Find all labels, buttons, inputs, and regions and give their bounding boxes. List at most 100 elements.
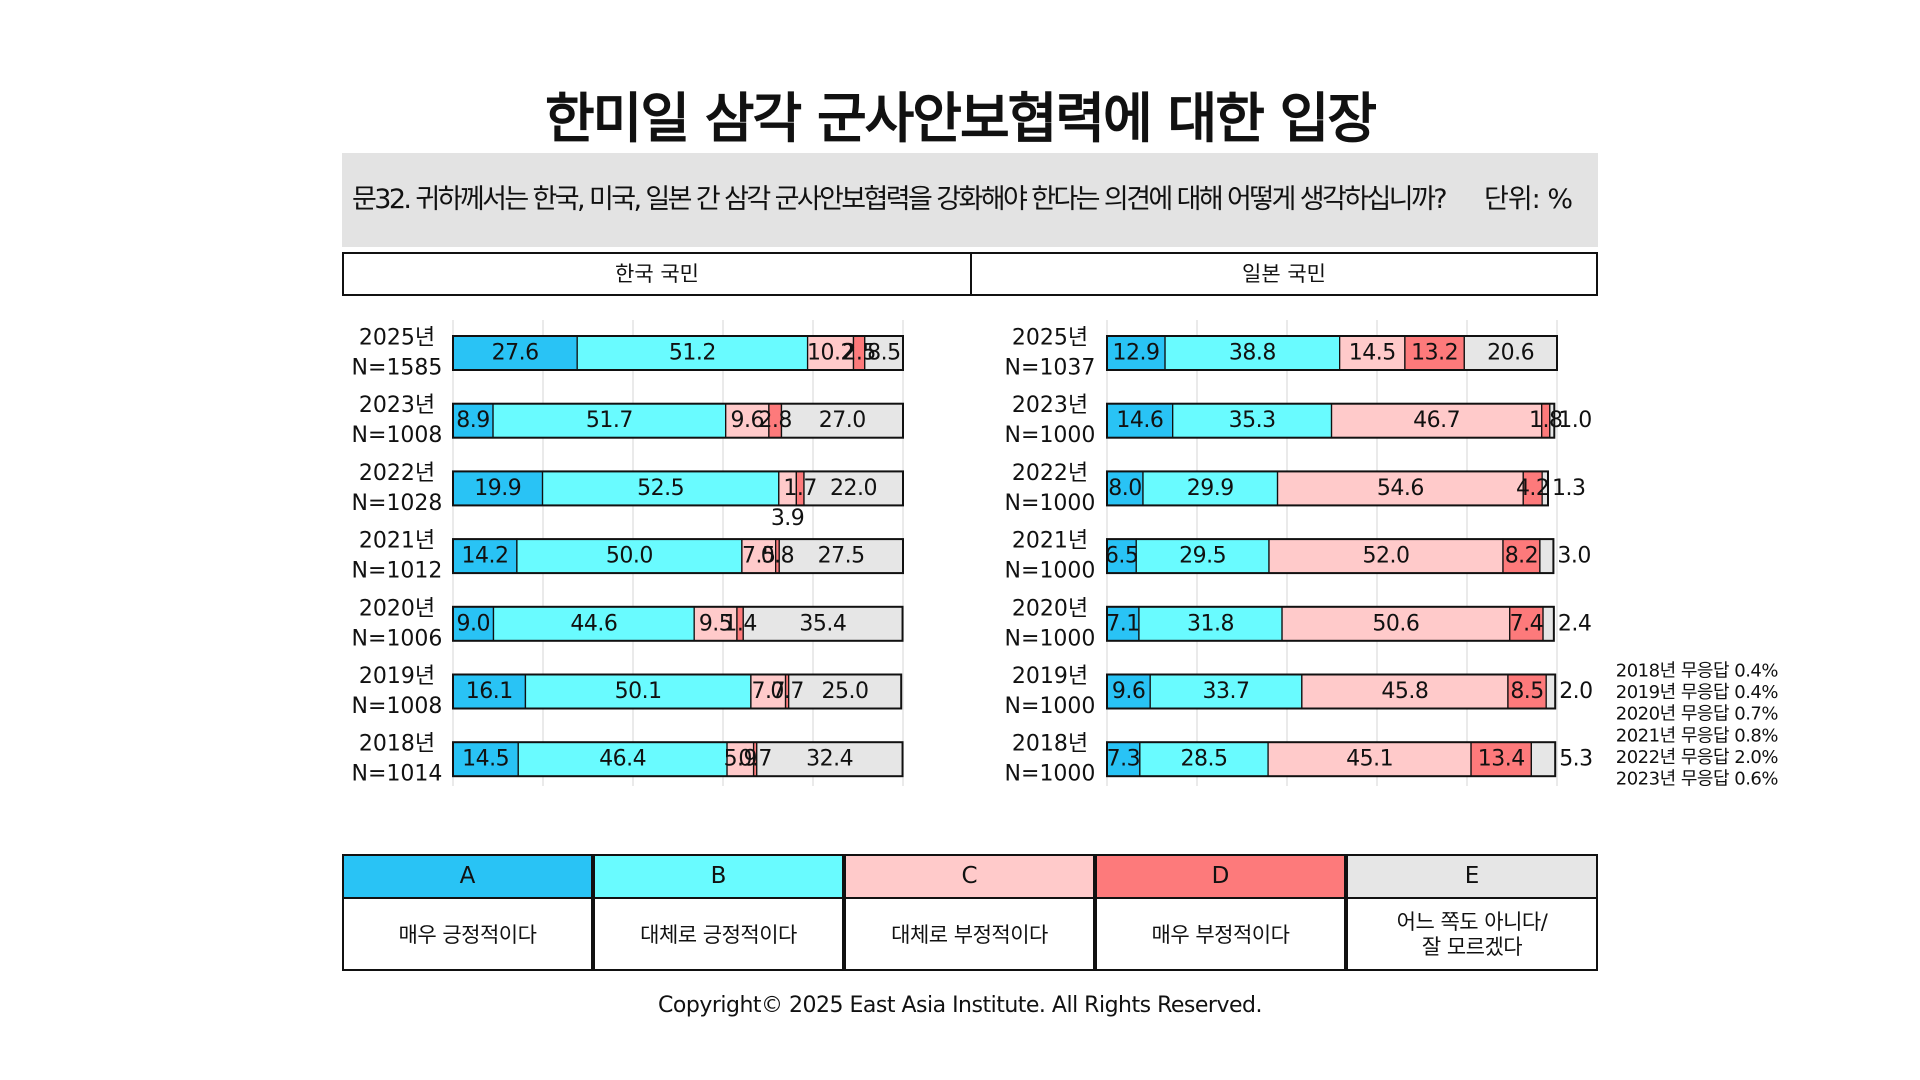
bar-segment-e (742, 606, 904, 642)
value-label-b: 33.7 (1203, 679, 1250, 704)
page-title: 한미일 삼각 군사안보협력에 대한 입장 (544, 87, 1377, 150)
value-label-e: 1.0 (1558, 408, 1592, 433)
unit-label: 단위: % (1483, 184, 1573, 215)
value-label-e: 20.6 (1487, 341, 1534, 366)
year-label: 2019년 (1012, 664, 1088, 689)
year-label: 2022년 (1012, 461, 1088, 486)
bar-frame (1106, 402, 1556, 439)
value-label-c: 45.1 (1346, 747, 1393, 772)
value-label-b: 50.0 (606, 544, 653, 569)
value-label-b: 35.3 (1229, 408, 1276, 433)
legend-item-b: B 대체로 긍정적이다 (593, 854, 844, 971)
value-label-e: 27.0 (819, 408, 866, 433)
bar-frame (452, 470, 904, 507)
value-label-a: 16.1 (466, 679, 513, 704)
n-label: N=1000 (1005, 694, 1096, 719)
question-text: 문32. 귀하께서는 한국, 미국, 일본 간 삼각 군사안보협력을 강화해야 … (352, 184, 1448, 215)
value-label-c: 9.5 (699, 611, 733, 636)
legend-table: A 매우 긍정적이다 B 대체로 긍정적이다 C 대체로 부정적이다 D 매우 … (342, 854, 1598, 971)
value-label-e: 3.0 (1557, 544, 1591, 569)
year-label: 2018년 (1012, 732, 1088, 757)
value-label-a: 14.2 (461, 544, 508, 569)
value-label-d: 0.7 (738, 747, 772, 772)
year-label: 2021년 (359, 529, 435, 554)
year-label: 2023년 (1012, 393, 1088, 418)
legend-item-d: D 매우 부정적이다 (1095, 854, 1346, 971)
bar-segment-b (1164, 335, 1341, 371)
value-label-d: 2.5 (842, 341, 876, 366)
year-label: 2021년 (1012, 529, 1088, 554)
bar-segment-c (1330, 403, 1543, 439)
value-label-d: 2.8 (758, 408, 792, 433)
legend-item-c: C 대체로 부정적이다 (844, 854, 1095, 971)
bar-frame (1106, 470, 1549, 507)
n-label: N=1012 (352, 559, 443, 584)
value-label-b: 51.2 (669, 341, 716, 366)
value-label-c: 46.7 (1413, 408, 1460, 433)
bar-segment-a (1106, 673, 1151, 710)
value-label-c: 14.5 (1349, 341, 1396, 366)
n-label: N=1008 (352, 694, 443, 719)
bar-frame (1106, 605, 1555, 642)
value-label-d: 4.2 (1516, 476, 1550, 501)
question-box: 문32. 귀하께서는 한국, 미국, 일본 간 삼각 군사안보협력을 강화해야 … (342, 153, 1598, 247)
bar-segment-e (1542, 606, 1555, 642)
nonresponse-note: 2020년 무응답 0.7% (1616, 704, 1779, 725)
value-label-c: 7.7 (751, 679, 785, 704)
value-label-d: 13.4 (1478, 747, 1525, 772)
value-label-d: 8.5 (1510, 679, 1544, 704)
value-label-d: 8.2 (1505, 544, 1539, 569)
bar-frame (1106, 538, 1555, 575)
value-label-c: 10.2 (807, 341, 854, 366)
value-label-a: 19.9 (474, 476, 521, 501)
legend-code-b: B (595, 856, 842, 899)
year-label: 2022년 (359, 461, 435, 486)
bar-segment-c (750, 673, 787, 710)
year-label: 2019년 (359, 664, 435, 689)
value-label-a: 6.5 (1105, 544, 1139, 569)
bar-segment-a (1106, 335, 1166, 371)
value-label-e: 8.5 (867, 341, 901, 366)
legend-item-a: A 매우 긍정적이다 (342, 854, 593, 971)
year-label: 2025년 (359, 326, 435, 351)
legend-code-e: E (1348, 856, 1596, 899)
value-label-a: 8.0 (1108, 476, 1142, 501)
n-label: N=1006 (352, 626, 443, 651)
nonresponse-note: 2019년 무응답 0.4% (1616, 682, 1779, 703)
n-label: N=1000 (1005, 491, 1096, 516)
bar-segment-b (492, 403, 727, 439)
value-label-c: 5.9 (724, 747, 758, 772)
value-label-a: 8.9 (456, 408, 490, 433)
legend-label-a: 매우 긍정적이다 (398, 922, 537, 947)
value-label-c: 7.5 (742, 544, 776, 569)
bar-segment-e (788, 673, 902, 710)
year-label: 2023년 (359, 393, 435, 418)
copyright-text: Copyright© 2025 East Asia Institute. All… (658, 993, 1262, 1018)
value-label-e: 2.4 (1558, 611, 1592, 636)
value-label-a: 14.6 (1116, 408, 1163, 433)
value-label-d: 7.4 (1510, 611, 1544, 636)
n-label: N=1037 (1005, 356, 1096, 381)
value-label-d: 0.8 (761, 544, 795, 569)
bar-frame (452, 605, 904, 642)
bar-segment-c (693, 606, 738, 642)
value-label-e: 35.4 (799, 611, 846, 636)
year-label: 2025년 (1012, 326, 1088, 351)
bar-segment-a (1106, 538, 1137, 574)
bar-segment-b (516, 538, 743, 574)
bar-segment-e (1530, 741, 1556, 777)
value-label-b: 50.1 (615, 679, 662, 704)
value-label-d: 0.7 (770, 679, 804, 704)
value-label-d: 1.4 (723, 611, 757, 636)
bar-frame (452, 402, 904, 439)
bar-segment-e (778, 538, 904, 574)
value-label-a: 7.3 (1107, 747, 1141, 772)
bar-segment-e (1545, 673, 1556, 710)
value-label-b: 28.5 (1180, 747, 1227, 772)
bar-segment-c (1301, 673, 1509, 710)
value-label-c: 52.0 (1363, 544, 1410, 569)
value-label-b: 51.7 (586, 408, 633, 433)
value-label-a: 9.0 (457, 611, 491, 636)
value-label-b: 31.8 (1187, 611, 1234, 636)
